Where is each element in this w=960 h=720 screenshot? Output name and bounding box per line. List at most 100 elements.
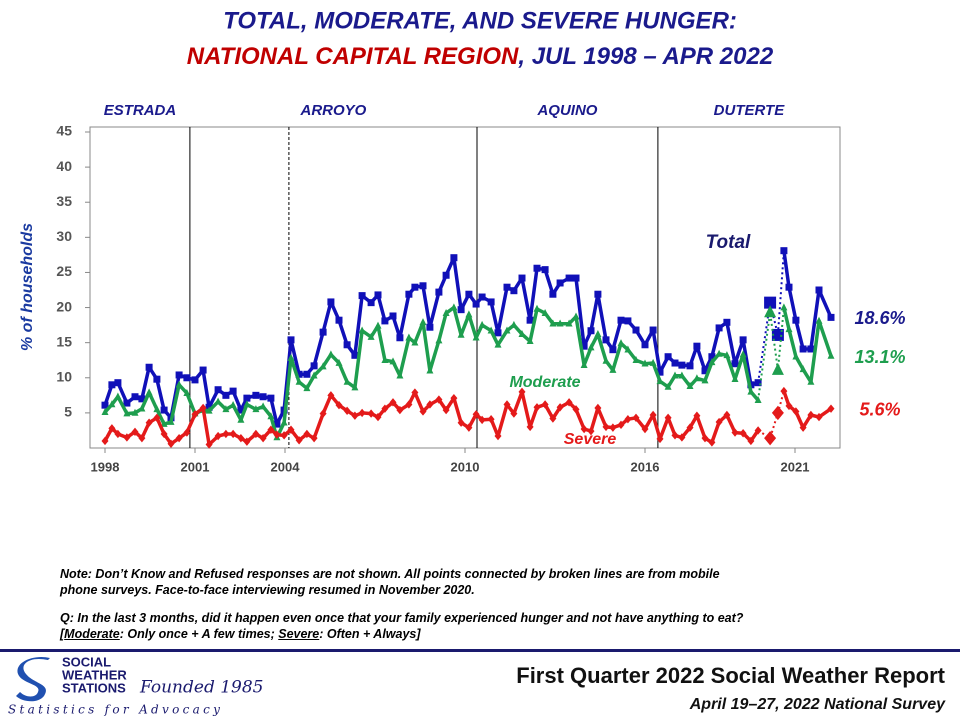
marker — [594, 403, 602, 413]
marker — [656, 377, 664, 385]
x-tick-label: 2001 — [181, 459, 210, 474]
marker — [381, 404, 389, 413]
org-name: STATIONS — [62, 680, 126, 695]
logo-swirl — [16, 656, 50, 702]
marker — [351, 411, 359, 420]
marker — [450, 254, 458, 262]
marker — [319, 362, 327, 370]
marker — [686, 423, 694, 432]
marker — [381, 356, 389, 364]
marker — [708, 438, 716, 447]
marker — [510, 287, 518, 295]
marker — [609, 365, 617, 373]
marker — [708, 358, 716, 366]
marker — [310, 362, 318, 370]
series-label: Severe — [564, 431, 617, 448]
marker — [396, 371, 404, 379]
marker — [237, 433, 245, 443]
x-tick-label: 2016 — [631, 459, 660, 474]
marker — [587, 327, 595, 335]
marker — [419, 282, 427, 290]
marker — [785, 325, 793, 333]
marker — [145, 418, 153, 427]
marker — [457, 330, 465, 338]
marker — [229, 400, 237, 408]
marker — [739, 429, 747, 438]
definition: [Moderate: Only once + A few times; Seve… — [60, 626, 743, 642]
marker — [526, 337, 534, 345]
marker — [183, 389, 191, 397]
marker — [556, 319, 564, 327]
marker — [792, 407, 800, 416]
marker — [533, 264, 541, 272]
marker — [114, 379, 122, 387]
marker — [131, 408, 139, 416]
marker — [259, 393, 267, 401]
marker — [389, 398, 397, 407]
marker — [617, 420, 625, 430]
marker — [131, 393, 139, 401]
marker — [739, 336, 747, 344]
marker — [572, 274, 580, 282]
marker — [457, 306, 465, 314]
marker — [807, 345, 815, 353]
marker — [123, 433, 131, 442]
marker — [792, 352, 800, 360]
marker — [450, 393, 458, 403]
marker — [533, 304, 541, 312]
series-line — [103, 255, 759, 426]
marker — [771, 405, 784, 421]
marker — [183, 428, 191, 437]
marker — [609, 423, 617, 432]
title-region: NATIONAL CAPITAL REGION — [187, 43, 519, 70]
marker — [419, 407, 427, 416]
marker — [267, 425, 275, 434]
marker — [510, 409, 518, 418]
marker — [343, 377, 351, 385]
marker — [303, 384, 311, 392]
x-tick-label: 2021 — [781, 459, 810, 474]
marker — [526, 422, 534, 432]
marker — [114, 429, 122, 439]
org-name: WEATHER — [62, 667, 127, 682]
chart-title: TOTAL, MODERATE, AND SEVERE HUNGER: — [223, 7, 737, 34]
marker — [609, 346, 617, 354]
marker — [715, 324, 723, 332]
marker — [222, 429, 230, 439]
marker — [287, 353, 295, 361]
marker — [153, 375, 161, 383]
era-label: AQUINO — [536, 102, 597, 119]
marker — [693, 411, 701, 420]
marker — [664, 353, 672, 361]
y-tick-label: 10 — [56, 368, 72, 384]
marker — [632, 413, 640, 423]
marker — [472, 410, 480, 419]
marker — [108, 400, 116, 408]
marker — [327, 350, 335, 358]
marker — [723, 351, 731, 359]
marker — [580, 342, 588, 350]
marker — [510, 320, 518, 328]
marker — [167, 417, 175, 425]
marker — [556, 403, 564, 412]
marker — [108, 381, 116, 389]
marker — [367, 409, 375, 418]
marker — [374, 291, 382, 299]
marker — [764, 296, 777, 309]
era-label: ARROYO — [300, 102, 367, 119]
marker — [396, 334, 404, 342]
marker — [487, 326, 495, 334]
marker — [799, 365, 807, 373]
marker — [405, 290, 413, 298]
marker — [123, 409, 131, 417]
marker — [243, 394, 251, 402]
y-tick-label: 30 — [56, 228, 72, 244]
marker — [671, 431, 679, 440]
marker — [671, 371, 679, 379]
end-label: 5.6% — [859, 399, 900, 419]
marker — [587, 426, 595, 436]
marker — [160, 419, 168, 427]
marker — [686, 382, 694, 390]
marker — [138, 395, 146, 403]
marker — [472, 300, 480, 308]
